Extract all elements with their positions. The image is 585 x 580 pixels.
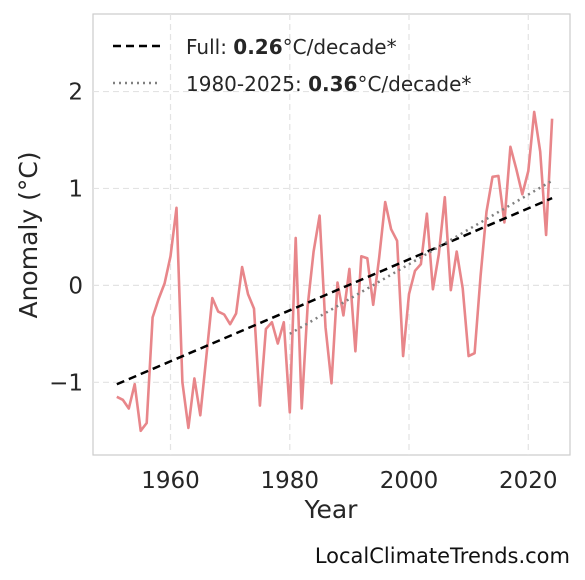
x-tick-label: 1980: [260, 468, 319, 494]
x-tick-label: 1960: [141, 468, 200, 494]
y-tick-label: 1: [68, 176, 83, 202]
recent-trend-line: [289, 179, 553, 335]
legend-recent-label: 1980-2025: 0.36°C/decade*: [186, 72, 471, 96]
series-lines: [116, 110, 554, 433]
legend: Full: 0.26°C/decade* 1980-2025: 0.36°C/d…: [113, 35, 471, 96]
x-tick-label: 2000: [380, 468, 439, 494]
x-axis-title: Year: [304, 495, 359, 524]
y-tick-label: −1: [49, 370, 83, 396]
anomaly-series-line: [116, 110, 554, 433]
x-tick-labels: 1960 1980 2000 2020: [141, 468, 557, 494]
y-tick-label: 2: [68, 80, 83, 106]
y-tick-label: 0: [68, 273, 83, 299]
y-axis-title: Anomaly (°C): [14, 151, 43, 318]
legend-full-label: Full: 0.26°C/decade*: [186, 35, 397, 59]
x-tick-label: 2020: [499, 468, 558, 494]
trend-lines: [116, 179, 553, 386]
watermark: LocalClimateTrends.com: [314, 544, 570, 568]
grid: [93, 14, 570, 455]
full-trend-line: [116, 197, 553, 386]
y-tick-labels: −1 0 1 2: [49, 80, 83, 397]
